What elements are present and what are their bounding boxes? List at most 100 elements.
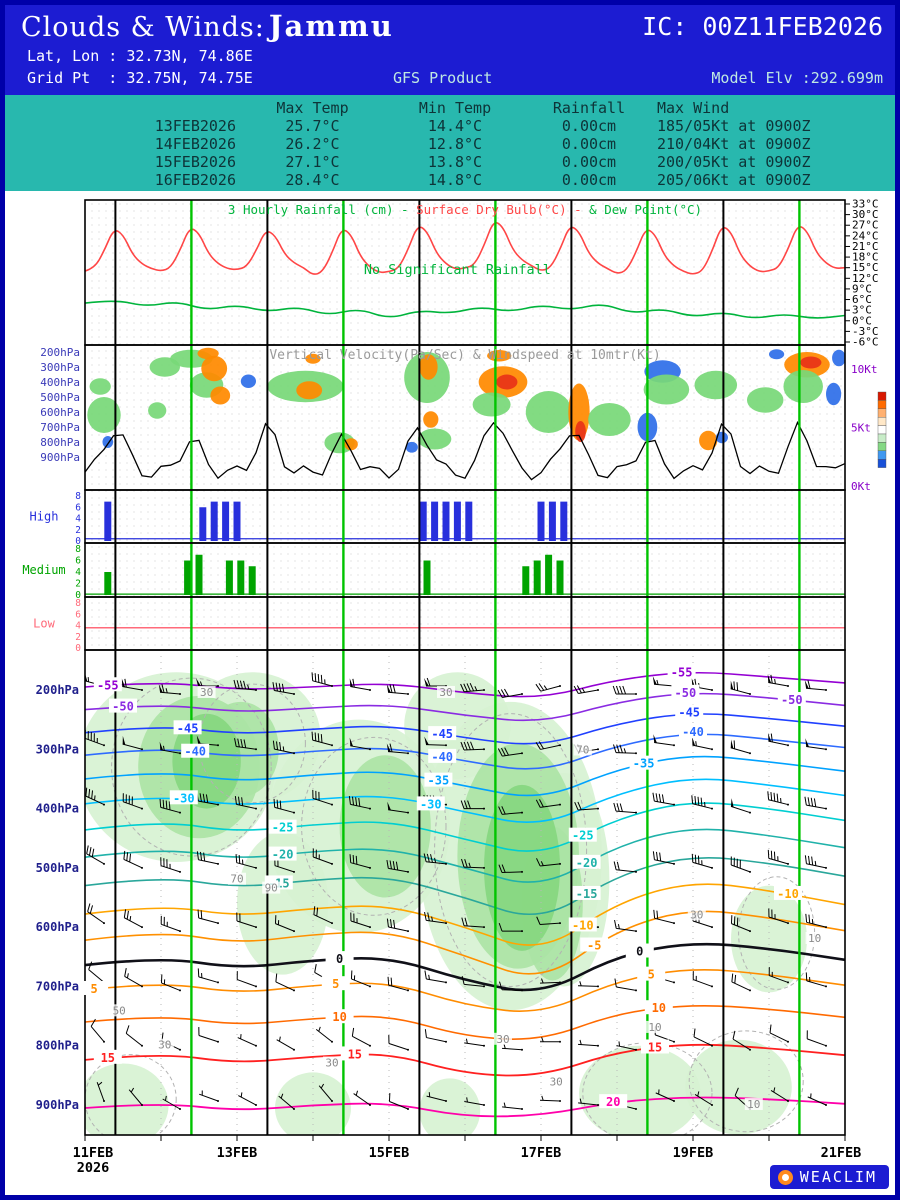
svg-text:6: 6 [75,609,81,620]
svg-text:-45: -45 [431,727,453,741]
svg-text:400hPa: 400hPa [40,376,80,389]
svg-text:50: 50 [113,1004,126,1017]
svg-text:-10: -10 [572,918,594,932]
cell-date: 14FEB2026 [154,135,236,153]
svg-text:18°C: 18°C [852,251,879,264]
svg-text:-3°C: -3°C [852,325,879,338]
svg-text:20: 20 [606,1095,620,1109]
svg-text:-45: -45 [678,705,700,719]
svg-text:-40: -40 [682,725,704,739]
header-bar: Clouds & Winds: Jammu IC: 00Z11FEB2026 La… [5,5,895,95]
svg-text:30: 30 [200,686,213,699]
svg-text:5: 5 [91,982,98,996]
table-row: 14FEB2026 26.2°C 12.8°C 0.00cm 210/04Kt at 0… [5,135,895,153]
cell-max_temp: 28.4°C [285,171,340,189]
cell-date: 16FEB2026 [154,171,236,189]
brand-label: WEACLIM [799,1168,877,1186]
svg-text:8: 8 [75,544,81,555]
svg-text:5Kt: 5Kt [851,422,871,435]
svg-text:2: 2 [75,525,81,536]
svg-text:-15: -15 [576,887,598,901]
svg-text:9°C: 9°C [852,282,872,295]
svg-text:-20: -20 [576,856,598,870]
svg-text:70: 70 [230,873,243,886]
column-header: Rainfall [552,99,626,117]
brand-footer: WEACLIM [769,1165,889,1189]
svg-text:-35: -35 [633,757,655,771]
svg-text:-55: -55 [671,665,693,679]
cell-max_wind: 205/06Kt at 0900Z [657,171,811,189]
svg-text:-5: -5 [587,939,601,953]
svg-text:0: 0 [75,536,81,547]
forecast-rows: 13FEB2026 25.7°C 14.4°C 0.00cm 185/05Kt at 0… [5,117,895,189]
svg-text:90: 90 [265,882,278,895]
svg-text:-25: -25 [272,821,294,835]
svg-text:600hPa: 600hPa [36,920,79,934]
svg-text:30°C: 30°C [852,208,879,221]
svg-text:2026: 2026 [77,1160,110,1176]
svg-text:900hPa: 900hPa [40,451,80,464]
cell-min_temp: 14.4°C [427,117,483,135]
svg-text:200hPa: 200hPa [40,346,80,359]
meteogram-canvas: -55-55-50-50-50-45 -45-45-40 -40-40-35-35-… [22,198,887,1176]
svg-text:2: 2 [75,632,81,643]
svg-text:30: 30 [439,686,452,699]
svg-text:-45: -45 [177,721,199,735]
svg-text:30: 30 [496,1033,509,1046]
svg-text:Low: Low [33,617,55,631]
svg-text:10: 10 [808,932,821,945]
page-title: Clouds & Winds: Jammu [21,9,394,43]
svg-text:-40: -40 [184,745,206,759]
svg-text:4: 4 [75,567,81,578]
svg-text:-50: -50 [112,700,134,714]
svg-text:3 Hourly Rainfall (cm) - Surfa: 3 Hourly Rainfall (cm) - Surface Dry Bul… [228,202,702,217]
svg-text:17FEB: 17FEB [521,1145,562,1161]
svg-text:6: 6 [75,502,81,513]
svg-text:15°C: 15°C [852,261,879,274]
svg-text:10: 10 [747,1098,760,1111]
svg-text:-10: -10 [777,887,799,901]
initial-condition-label: IC: 00Z11FEB2026 [642,12,883,41]
svg-text:5: 5 [332,977,339,991]
cell-date: 13FEB2026 [154,117,236,135]
station-name: Jammu [268,9,394,43]
cell-max_temp: 26.2°C [285,135,340,153]
svg-text:700hPa: 700hPa [40,421,80,434]
svg-text:500hPa: 500hPa [40,391,80,404]
cell-max_wind: 200/05Kt at 0900Z [657,153,811,171]
svg-text:0: 0 [636,945,643,959]
svg-text:No Significant Rainfall: No Significant Rainfall [364,262,551,278]
svg-text:15: 15 [648,1040,662,1054]
svg-text:-6°C: -6°C [852,336,879,349]
svg-text:10: 10 [648,1021,661,1034]
column-header: Max Temp [276,99,349,117]
svg-text:0°C: 0°C [852,314,872,327]
svg-text:21FEB: 21FEB [821,1145,862,1161]
svg-text:800hPa: 800hPa [36,1039,79,1053]
svg-text:300hPa: 300hPa [40,361,80,374]
svg-text:High: High [30,510,59,524]
svg-text:15: 15 [348,1047,362,1061]
svg-text:10Kt: 10Kt [851,363,878,376]
column-header: Min Temp [418,99,492,117]
svg-text:33°C: 33°C [852,198,879,211]
svg-text:0Kt: 0Kt [851,480,871,493]
cell-rainfall: 0.00cm [561,153,617,171]
svg-text:24°C: 24°C [852,229,879,242]
svg-text:-30: -30 [173,791,195,805]
cell-rainfall: 0.00cm [561,135,617,153]
cell-min_temp: 12.8°C [427,135,483,153]
svg-text:300hPa: 300hPa [36,742,79,756]
svg-text:30: 30 [690,908,703,921]
cell-date: 15FEB2026 [154,153,236,171]
cell-max_wind: 210/04Kt at 0900Z [657,135,811,153]
svg-text:0: 0 [75,643,81,654]
svg-text:12°C: 12°C [852,272,879,285]
svg-text:Medium: Medium [22,563,65,577]
svg-text:200hPa: 200hPa [36,683,79,697]
svg-text:21°C: 21°C [852,240,879,253]
cell-min_temp: 14.8°C [427,171,483,189]
svg-text:4: 4 [75,621,81,632]
svg-text:-55: -55 [97,678,119,692]
